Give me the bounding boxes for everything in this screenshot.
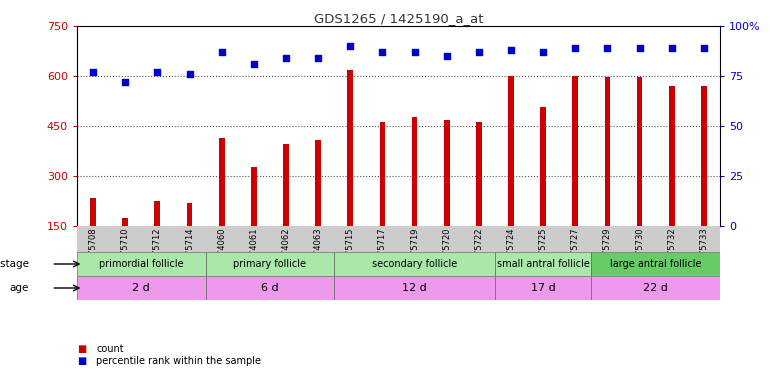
Text: age: age (9, 283, 28, 293)
Text: 2 d: 2 d (132, 283, 150, 293)
Text: GSM75720: GSM75720 (442, 228, 451, 273)
Bar (334, 252, 495, 276)
Bar (283, 144, 289, 226)
Bar (77, 276, 206, 300)
Bar (604, 77, 611, 226)
Text: GSM75719: GSM75719 (410, 228, 419, 273)
Text: 17 d: 17 d (531, 283, 555, 293)
Point (601, 45, 614, 51)
Text: GSM75715: GSM75715 (346, 228, 355, 273)
Bar (347, 70, 353, 226)
Bar (476, 122, 482, 226)
Bar (572, 76, 578, 226)
Bar (412, 117, 417, 226)
Text: count: count (96, 344, 124, 354)
Point (119, 79, 132, 85)
Point (634, 45, 646, 51)
Bar (444, 120, 450, 226)
Bar (206, 252, 334, 276)
Bar (541, 107, 546, 226)
Text: ■: ■ (77, 356, 86, 366)
Text: GSM75729: GSM75729 (603, 228, 612, 273)
Bar (334, 276, 495, 300)
Text: percentile rank within the sample: percentile rank within the sample (96, 356, 261, 366)
Bar (155, 201, 160, 226)
Point (505, 47, 517, 53)
Bar (206, 276, 334, 300)
Text: 6 d: 6 d (261, 283, 279, 293)
Bar (219, 138, 225, 226)
Bar (495, 276, 591, 300)
Bar (637, 77, 642, 226)
Bar (495, 252, 591, 276)
Point (280, 55, 292, 61)
Text: GSM75727: GSM75727 (571, 228, 580, 273)
Text: primary follicle: primary follicle (233, 259, 306, 269)
Point (344, 43, 357, 49)
Text: large antral follicle: large antral follicle (610, 259, 701, 269)
Point (183, 71, 196, 77)
Text: GSM74060: GSM74060 (217, 228, 226, 273)
Point (151, 69, 163, 75)
Bar (508, 76, 514, 226)
Bar (77, 252, 206, 276)
Text: primordial follicle: primordial follicle (99, 259, 183, 269)
Text: GSM75722: GSM75722 (474, 228, 484, 273)
Text: 12 d: 12 d (402, 283, 427, 293)
Point (216, 49, 228, 55)
Point (665, 45, 678, 51)
Text: GSM75712: GSM75712 (153, 228, 162, 273)
Point (408, 49, 420, 55)
Bar (122, 218, 128, 226)
Text: secondary follicle: secondary follicle (372, 259, 457, 269)
Text: small antral follicle: small antral follicle (497, 259, 590, 269)
Text: GSM75730: GSM75730 (635, 228, 644, 273)
Text: GSM75710: GSM75710 (121, 228, 129, 273)
Point (473, 49, 485, 55)
Bar (251, 167, 256, 226)
Point (87, 69, 99, 75)
Text: GSM75714: GSM75714 (185, 228, 194, 273)
Point (537, 49, 549, 55)
Point (248, 61, 260, 67)
Text: development stage: development stage (0, 259, 28, 269)
Bar (380, 122, 385, 226)
Point (440, 53, 453, 59)
Bar (186, 203, 192, 226)
Text: 22 d: 22 d (643, 283, 668, 293)
Text: GSM75724: GSM75724 (507, 228, 515, 273)
Bar (701, 86, 707, 226)
Title: GDS1265 / 1425190_a_at: GDS1265 / 1425190_a_at (313, 12, 484, 25)
Text: GSM75732: GSM75732 (668, 228, 676, 273)
Point (698, 45, 710, 51)
Text: GSM74061: GSM74061 (249, 228, 258, 273)
Bar (315, 140, 321, 226)
Point (312, 55, 324, 61)
Text: GSM75725: GSM75725 (539, 228, 547, 273)
Text: GSM75717: GSM75717 (378, 228, 387, 273)
Text: GSM74063: GSM74063 (313, 228, 323, 273)
Text: GSM74062: GSM74062 (282, 228, 290, 273)
Bar (591, 252, 720, 276)
Text: GSM75708: GSM75708 (89, 228, 98, 273)
Text: ■: ■ (77, 344, 86, 354)
Bar (90, 198, 96, 226)
Bar (669, 86, 675, 226)
Text: GSM75733: GSM75733 (699, 228, 708, 273)
Point (377, 49, 389, 55)
Point (569, 45, 581, 51)
Bar (591, 276, 720, 300)
